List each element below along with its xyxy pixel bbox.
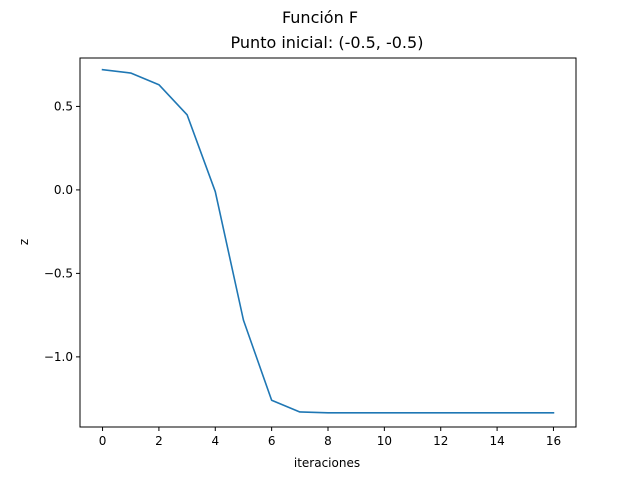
series-layer <box>101 68 555 414</box>
x-tick-label: 4 <box>211 434 219 448</box>
x-axis: 0 2 4 6 8 10 12 14 16 <box>99 427 561 448</box>
x-tick-label: 16 <box>546 434 561 448</box>
figure-suptitle: Función F <box>282 8 358 27</box>
plot-area <box>79 57 577 428</box>
x-tick-label: 14 <box>489 434 504 448</box>
x-tick-label: 12 <box>433 434 448 448</box>
y-tick-label: 0.0 <box>54 183 73 197</box>
x-axis-label: iteraciones <box>294 456 360 470</box>
y-tick-label: −0.5 <box>44 266 73 280</box>
series-line-0 <box>101 68 555 414</box>
chart-title: Punto inicial: (-0.5, -0.5) <box>231 33 424 52</box>
plot-background <box>80 58 576 427</box>
y-tick-label: −1.0 <box>44 350 73 364</box>
x-tick-label: 10 <box>377 434 392 448</box>
x-tick-label: 2 <box>155 434 163 448</box>
x-tick-label: 8 <box>324 434 332 448</box>
x-tick-label: 0 <box>99 434 107 448</box>
y-tick-label: 0.5 <box>54 99 73 113</box>
y-axis: 0.5 0.0 −0.5 −1.0 <box>44 99 80 364</box>
y-axis-label: z <box>17 239 31 245</box>
x-tick-label: 6 <box>268 434 276 448</box>
